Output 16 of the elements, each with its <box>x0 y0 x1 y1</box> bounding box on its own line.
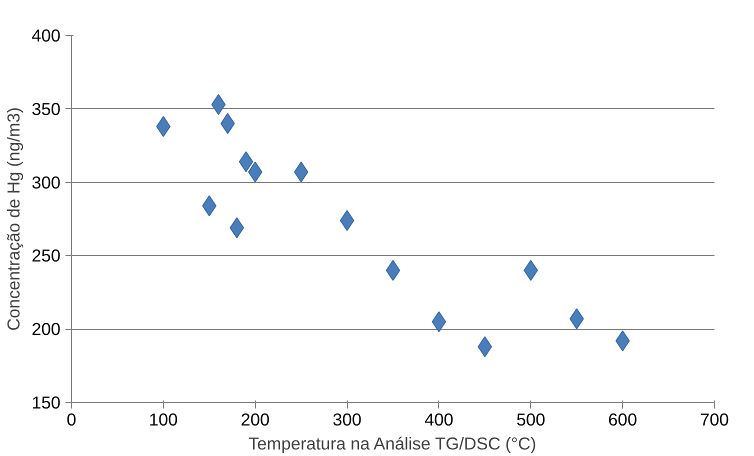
x-tick-label: 700 <box>700 410 729 430</box>
y-axis-title: Concentração de Hg (ng/m3) <box>4 107 24 331</box>
y-tick-label: 400 <box>32 26 61 46</box>
x-tick-label: 300 <box>332 410 362 430</box>
x-tick-label: 600 <box>608 410 638 430</box>
x-tick-label: 500 <box>516 410 546 430</box>
y-tick-label: 200 <box>32 319 61 340</box>
y-tick-label: 350 <box>32 98 61 119</box>
x-tick-label: 0 <box>66 410 76 430</box>
y-tick-label: 300 <box>32 172 61 192</box>
x-tick-label: 400 <box>424 410 454 430</box>
y-tick-label: 150 <box>32 392 61 412</box>
x-axis-title: Temperatura na Análise TG/DSC (°C) <box>248 434 536 454</box>
y-tick-label: 250 <box>32 246 61 266</box>
x-tick-label: 200 <box>240 410 270 430</box>
x-tick-label: 100 <box>148 410 178 430</box>
